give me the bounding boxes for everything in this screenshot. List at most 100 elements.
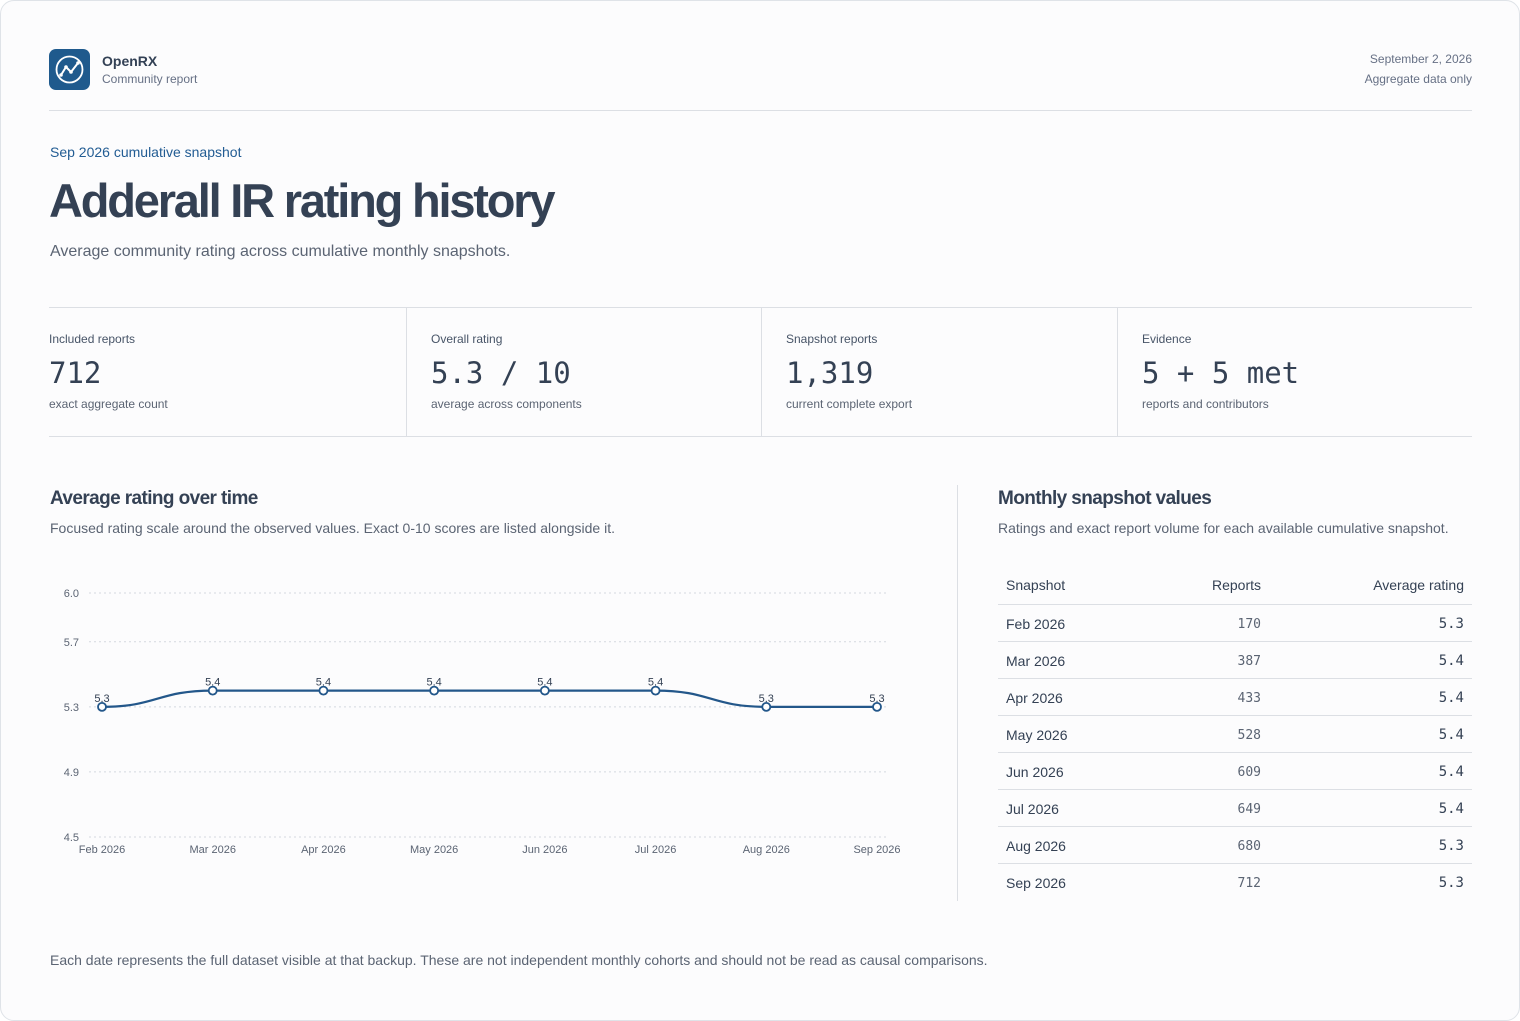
table-row: Jul 2026 649 5.4 — [998, 790, 1472, 827]
stat-note: current complete export — [786, 397, 913, 411]
y-tick-label: 6.0 — [64, 588, 79, 600]
snapshot-eyebrow: Sep 2026 cumulative snapshot — [50, 144, 242, 160]
chart-section-description: Focused rating scale around the observed… — [50, 520, 615, 536]
table-row: May 2026 528 5.4 — [998, 716, 1472, 753]
brand-subtitle: Community report — [102, 72, 198, 86]
report-header: OpenRX Community report September 2, 202… — [49, 49, 1472, 111]
chart-section-title: Average rating over time — [50, 488, 258, 509]
y-tick-label: 4.9 — [64, 767, 79, 779]
data-point — [429, 685, 440, 696]
page-title: Adderall IR rating history — [49, 174, 555, 227]
data-point — [761, 701, 772, 712]
stat-label: Included reports — [49, 332, 136, 346]
cell-reports: 609 — [1237, 765, 1261, 780]
x-tick-label: Jun 2026 — [522, 844, 567, 856]
cell-reports: 528 — [1237, 728, 1261, 743]
brand-name: OpenRX — [102, 53, 158, 69]
cell-snapshot: Feb 2026 — [1006, 616, 1066, 632]
y-tick-label: 5.3 — [64, 702, 79, 714]
cell-rating: 5.3 — [1438, 838, 1464, 854]
cell-snapshot: Jul 2026 — [1006, 801, 1059, 817]
x-tick-label: Feb 2026 — [79, 844, 125, 856]
data-label: 5.3 — [94, 693, 109, 705]
column-header-reports: Reports — [1211, 577, 1261, 593]
stat-label: Evidence — [1142, 332, 1192, 346]
x-tick-label: Aug 2026 — [743, 844, 790, 856]
data-point — [650, 685, 661, 696]
table-section-description: Ratings and exact report volume for each… — [998, 520, 1449, 536]
table-row: Jun 2026 609 5.4 — [998, 753, 1472, 790]
cell-rating: 5.4 — [1438, 801, 1464, 817]
table-row: Mar 2026 387 5.4 — [998, 642, 1472, 679]
stat-label: Snapshot reports — [786, 332, 878, 346]
table-row: Apr 2026 433 5.4 — [998, 679, 1472, 716]
snapshot-table: Snapshot Reports Average rating Feb 2026… — [998, 567, 1472, 901]
data-label: 5.4 — [205, 677, 220, 689]
y-tick-label: 5.7 — [64, 637, 79, 649]
stat-note: reports and contributors — [1142, 397, 1269, 411]
data-label: 5.4 — [537, 677, 552, 689]
stat-value: 5.3 / 10 — [431, 356, 571, 390]
data-point — [872, 701, 882, 712]
x-tick-label: May 2026 — [410, 844, 458, 856]
table-section-title: Monthly snapshot values — [998, 488, 1212, 509]
cell-snapshot: Apr 2026 — [1006, 690, 1063, 706]
data-point — [207, 685, 218, 696]
cell-rating: 5.4 — [1438, 727, 1464, 743]
cell-rating: 5.4 — [1438, 764, 1464, 780]
cell-snapshot: Aug 2026 — [1006, 838, 1066, 854]
cell-rating: 5.4 — [1438, 690, 1464, 706]
stat-included-reports: Included reports 712 exact aggregate cou… — [49, 308, 406, 437]
cell-reports: 433 — [1237, 691, 1261, 706]
stat-value: 712 — [49, 356, 102, 390]
column-header-rating: Average rating — [1373, 577, 1464, 593]
data-label: 5.3 — [869, 693, 884, 705]
page-subtitle: Average community rating across cumulati… — [50, 243, 511, 260]
cell-reports: 387 — [1237, 654, 1261, 669]
stat-evidence: Evidence 5 + 5 met reports and contribut… — [1117, 308, 1472, 437]
aggregate-note: Aggregate data only — [1364, 72, 1472, 86]
cell-snapshot: May 2026 — [1006, 727, 1068, 743]
panel-divider — [957, 485, 958, 901]
x-tick-label: Mar 2026 — [189, 844, 235, 856]
cell-rating: 5.3 — [1438, 875, 1464, 891]
data-point — [97, 701, 107, 712]
table-row: Aug 2026 680 5.3 — [998, 827, 1472, 864]
cell-snapshot: Sep 2026 — [1006, 875, 1066, 891]
data-point — [539, 685, 550, 696]
cell-reports: 170 — [1237, 617, 1261, 632]
x-tick-label: Jul 2026 — [635, 844, 677, 856]
stat-value: 5 + 5 met — [1142, 356, 1300, 390]
cell-snapshot: Jun 2026 — [1006, 764, 1064, 780]
stat-note: exact aggregate count — [49, 397, 168, 411]
methodology-footnote: Each date represents the full dataset vi… — [50, 952, 988, 968]
cell-reports: 712 — [1237, 876, 1261, 891]
data-label: 5.4 — [648, 677, 663, 689]
cell-rating: 5.3 — [1438, 616, 1464, 632]
table-row: Feb 2026 170 5.3 — [998, 605, 1472, 642]
data-label: 5.4 — [316, 677, 331, 689]
report-date: September 2, 2026 — [1369, 52, 1472, 66]
stats-row: Included reports 712 exact aggregate cou… — [49, 307, 1472, 437]
stat-label: Overall rating — [431, 332, 503, 346]
trend-line-icon — [49, 49, 90, 90]
stat-value: 1,319 — [786, 356, 874, 390]
x-tick-label: Sep 2026 — [853, 844, 900, 856]
series-line — [101, 689, 877, 708]
column-header-snapshot: Snapshot — [1006, 577, 1066, 593]
x-tick-label: Apr 2026 — [301, 844, 346, 856]
cell-reports: 680 — [1237, 839, 1261, 854]
stat-note: average across components — [431, 397, 582, 411]
table-header: Snapshot Reports Average rating — [998, 567, 1472, 605]
cell-snapshot: Mar 2026 — [1006, 653, 1066, 669]
data-point — [318, 685, 329, 696]
table-row: Sep 2026 712 5.3 — [998, 864, 1472, 901]
stat-overall-rating: Overall rating 5.3 / 10 average across c… — [406, 308, 761, 437]
data-label: 5.3 — [759, 693, 774, 705]
stat-snapshot-reports: Snapshot reports 1,319 current complete … — [761, 308, 1117, 437]
y-tick-label: 4.5 — [64, 832, 79, 844]
data-label: 5.4 — [426, 677, 441, 689]
cell-reports: 649 — [1237, 802, 1261, 817]
